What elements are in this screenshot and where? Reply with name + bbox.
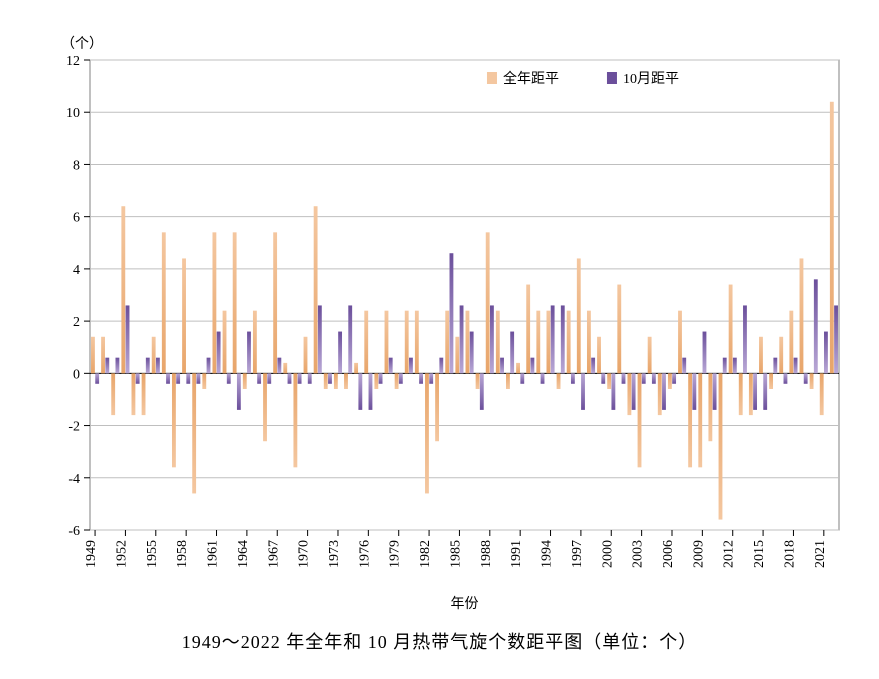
svg-text:1955: 1955 — [145, 540, 160, 568]
svg-text:2: 2 — [73, 315, 80, 330]
svg-text:12: 12 — [66, 54, 80, 69]
svg-text:全年距平: 全年距平 — [503, 70, 559, 87]
svg-text:1958: 1958 — [175, 540, 190, 568]
svg-text:0: 0 — [73, 367, 80, 382]
svg-text:2021: 2021 — [813, 540, 828, 568]
svg-text:1961: 1961 — [206, 540, 221, 568]
svg-text:1973: 1973 — [327, 540, 342, 568]
svg-text:1949: 1949 — [84, 540, 99, 568]
svg-text:1976: 1976 — [357, 540, 372, 568]
svg-text:1952: 1952 — [114, 540, 129, 568]
svg-text:2000: 2000 — [600, 540, 615, 568]
svg-text:（个）: （个） — [61, 36, 103, 52]
svg-text:6: 6 — [73, 211, 80, 226]
chart-caption: 1949～2022 年全年和 10 月热带气旋个数距平图（单位：个） — [20, 628, 859, 654]
svg-text:1997: 1997 — [570, 540, 585, 568]
svg-text:10月距平: 10月距平 — [623, 71, 679, 87]
svg-text:-4: -4 — [68, 472, 80, 487]
svg-text:4: 4 — [73, 263, 80, 278]
svg-text:2009: 2009 — [691, 540, 706, 568]
svg-text:1991: 1991 — [509, 540, 524, 568]
chart-svg: -6 -4 -2 0 2 4 6 8 10 12 （个） 1949 1952 1955 1958 1961 19… — [20, 20, 859, 620]
svg-text:-2: -2 — [68, 420, 80, 435]
svg-text:1979: 1979 — [388, 540, 403, 568]
svg-text:1985: 1985 — [448, 540, 463, 568]
svg-text:1967: 1967 — [266, 540, 281, 568]
svg-text:2006: 2006 — [661, 540, 676, 568]
svg-text:-6: -6 — [68, 524, 80, 539]
svg-text:2015: 2015 — [752, 540, 767, 568]
svg-text:1970: 1970 — [297, 540, 312, 568]
svg-text:8: 8 — [73, 158, 80, 173]
svg-text:2018: 2018 — [782, 540, 797, 568]
svg-text:2012: 2012 — [722, 540, 737, 568]
svg-text:1964: 1964 — [236, 540, 251, 568]
svg-text:1982: 1982 — [418, 540, 433, 568]
svg-text:10: 10 — [66, 106, 80, 121]
svg-text:1988: 1988 — [479, 540, 494, 568]
svg-text:1994: 1994 — [540, 540, 555, 568]
svg-text:年份: 年份 — [451, 596, 479, 612]
anomaly-chart: -6 -4 -2 0 2 4 6 8 10 12 （个） 1949 1952 1955 1958 1961 19… — [20, 20, 859, 620]
svg-text:2003: 2003 — [631, 540, 646, 568]
